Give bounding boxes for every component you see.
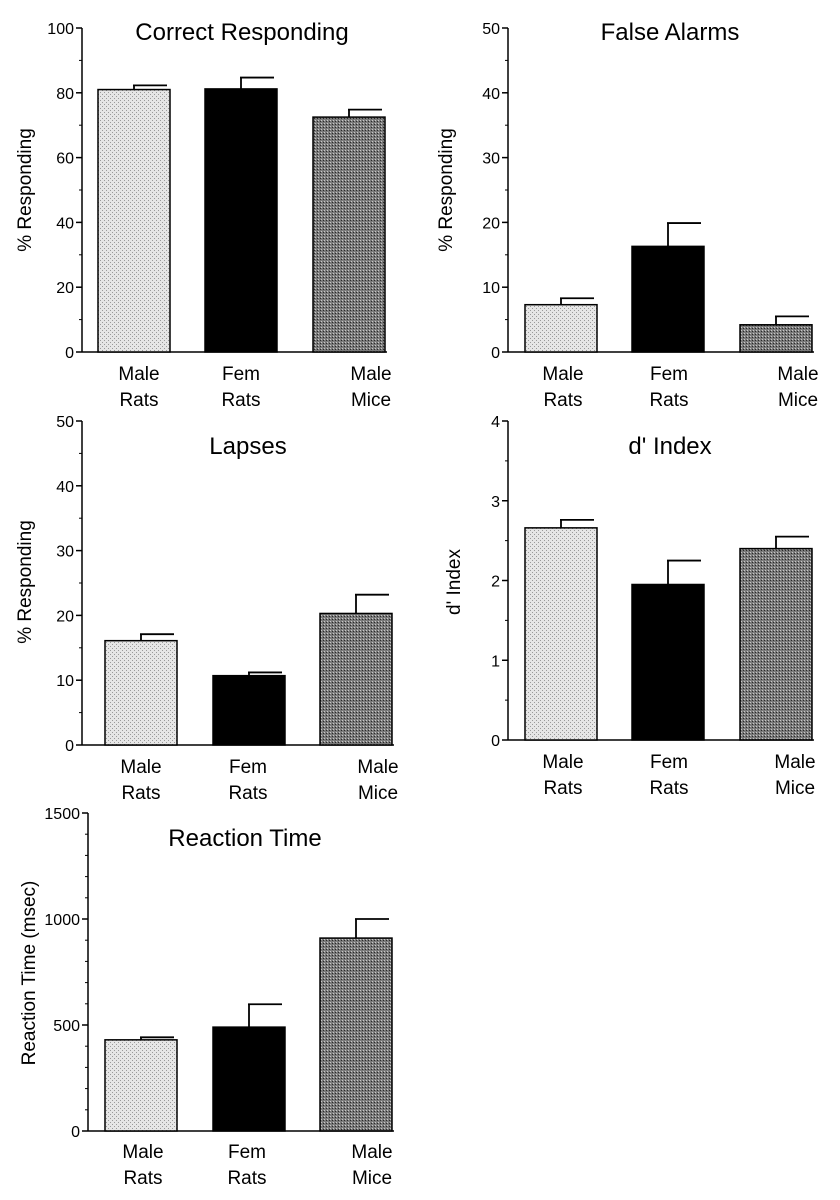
bars <box>524 518 813 741</box>
chart-title: Correct Responding <box>135 19 348 46</box>
panel-reaction-time: Reaction Time Reaction Time (msec) 0 500 1… <box>19 806 394 1189</box>
bar-male-mice <box>312 116 386 353</box>
bar-fem-rats <box>631 583 705 741</box>
category-labels: Male Rats Fem Rats Male Mice <box>542 752 815 799</box>
bars <box>524 222 813 353</box>
category-label-line2: Rats <box>121 783 160 804</box>
y-tick-label: 0 <box>71 1124 80 1141</box>
y-tick-label: 500 <box>53 1018 80 1035</box>
y-tick-label: 1 <box>491 653 500 670</box>
bar-fem-rats <box>212 1026 286 1132</box>
y-tick-label: 80 <box>56 86 74 103</box>
y-tick-label: 20 <box>56 608 74 625</box>
bar-male-rats <box>104 1039 178 1132</box>
y-tick-label: 30 <box>56 544 74 561</box>
y-tick-label: 1500 <box>44 806 80 823</box>
category-label-line1: Male <box>118 364 159 385</box>
panel-false-alarms: False Alarms % Responding 0 10 20 30 40 50 Ma… <box>436 19 819 411</box>
bar-fem-rats <box>631 245 705 353</box>
category-label-line2: Mice <box>352 1168 392 1189</box>
y-axis-label: % Responding <box>436 128 457 252</box>
category-label-line1: Fem <box>650 364 688 385</box>
category-label-line2: Mice <box>775 778 815 799</box>
category-label-line1: Male <box>542 364 583 385</box>
y-tick-label: 100 <box>47 21 74 38</box>
y-tick-label: 10 <box>56 673 74 690</box>
category-label-line2: Rats <box>123 1168 162 1189</box>
chart-title: False Alarms <box>601 19 740 46</box>
panel-lapses: Lapses % Responding 0 10 20 30 40 50 Male Rats… <box>15 414 399 804</box>
y-tick-label: 10 <box>482 280 500 297</box>
category-label-line1: Male <box>350 364 391 385</box>
bars <box>97 76 386 353</box>
chart-title: d' Index <box>628 433 711 460</box>
bar-male-rats <box>524 527 598 741</box>
category-label-line2: Mice <box>351 390 391 411</box>
y-tick-label: 40 <box>56 479 74 496</box>
category-label-line1: Male <box>351 1142 392 1163</box>
y-tick-label: 50 <box>56 414 74 431</box>
bar-male-rats <box>97 88 171 353</box>
category-label-line2: Rats <box>543 390 582 411</box>
y-axis-label: Reaction Time (msec) <box>19 881 40 1066</box>
category-label-line2: Mice <box>358 783 398 804</box>
category-label-line2: Mice <box>778 390 818 411</box>
category-label-line1: Male <box>774 752 815 773</box>
category-label-line2: Rats <box>543 778 582 799</box>
y-tick-label: 0 <box>65 345 74 362</box>
bar-male-mice <box>319 937 393 1132</box>
category-labels: Male Rats Fem Rats Male Mice <box>122 1142 392 1189</box>
category-label-line2: Rats <box>649 390 688 411</box>
y-tick-label: 0 <box>491 345 500 362</box>
y-tick-label: 40 <box>56 215 74 232</box>
category-label-line1: Fem <box>650 752 688 773</box>
category-label-line2: Rats <box>119 390 158 411</box>
y-tick-label: 30 <box>482 151 500 168</box>
panel-correct-responding: Correct Responding % Responding 0 20 40 60 8… <box>15 19 392 411</box>
y-tick-label: 3 <box>491 494 500 511</box>
category-label-line1: Male <box>120 757 161 778</box>
category-label-line2: Rats <box>649 778 688 799</box>
bar-male-mice <box>739 324 813 353</box>
chart-title: Lapses <box>209 433 286 460</box>
y-tick-label: 1000 <box>44 912 80 929</box>
category-label-line2: Rats <box>227 1168 266 1189</box>
bars <box>104 593 393 746</box>
y-tick-label: 20 <box>482 215 500 232</box>
bar-male-rats <box>524 303 598 353</box>
category-label-line2: Rats <box>228 783 267 804</box>
category-labels: Male Rats Fem Rats Male Mice <box>542 364 818 411</box>
bar-fem-rats <box>204 88 278 353</box>
y-tick-label: 4 <box>491 414 500 431</box>
category-labels: Male Rats Fem Rats Male Mice <box>120 757 398 804</box>
category-label-line1: Male <box>357 757 398 778</box>
y-tick-label: 20 <box>56 280 74 297</box>
y-axis-label: d' Index <box>444 549 465 615</box>
category-label-line1: Fem <box>229 757 267 778</box>
bar-male-mice <box>319 612 393 746</box>
category-label-line1: Male <box>122 1142 163 1163</box>
y-tick-label: 50 <box>482 21 500 38</box>
bar-male-mice <box>739 547 813 741</box>
bars <box>104 918 393 1132</box>
category-label-line1: Fem <box>228 1142 266 1163</box>
y-axis-label: % Responding <box>15 520 36 644</box>
category-label-line1: Male <box>777 364 818 385</box>
y-tick-label: 40 <box>482 86 500 103</box>
y-tick-label: 0 <box>491 733 500 750</box>
y-tick-label: 0 <box>65 738 74 755</box>
y-tick-label: 60 <box>56 151 74 168</box>
chart-title: Reaction Time <box>168 825 321 852</box>
category-label-line2: Rats <box>221 390 260 411</box>
category-label-line1: Fem <box>222 364 260 385</box>
category-label-line1: Male <box>542 752 583 773</box>
bar-fem-rats <box>212 674 286 746</box>
bar-male-rats <box>104 639 178 746</box>
category-labels: Male Rats Fem Rats Male Mice <box>118 364 391 411</box>
y-axis-label: % Responding <box>15 128 36 252</box>
y-tick-label: 2 <box>491 574 500 591</box>
